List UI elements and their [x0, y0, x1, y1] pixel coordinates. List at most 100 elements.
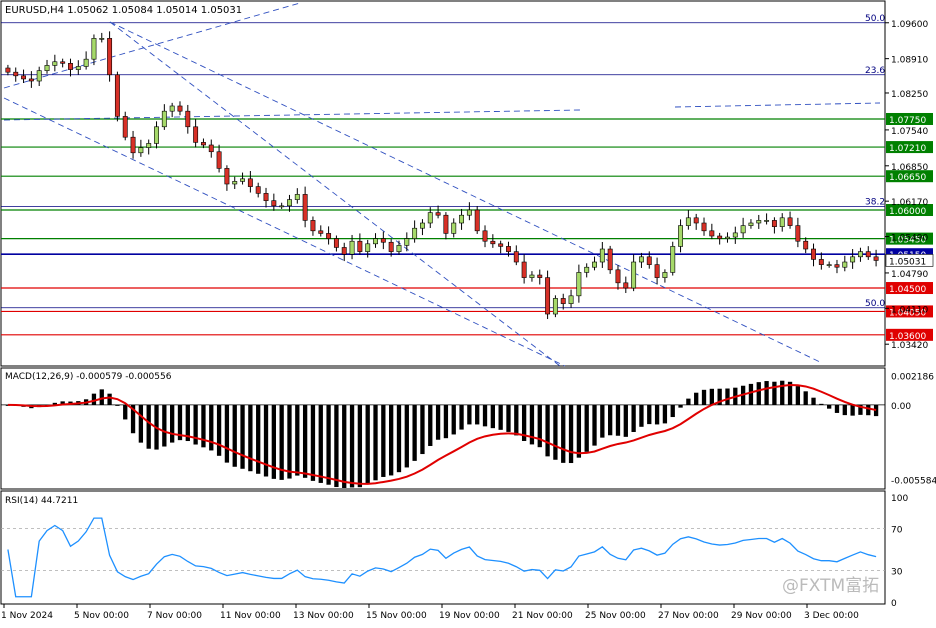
candle-body [717, 235, 723, 239]
candle-body [857, 251, 863, 258]
macd-bar [631, 404, 636, 432]
candle-body [732, 232, 738, 238]
candle [599, 241, 605, 268]
rsi-panel: 100 70 30 0 [1, 494, 908, 609]
candle [818, 252, 824, 270]
macd-bar [256, 404, 261, 474]
candle [568, 289, 574, 308]
candle [654, 257, 660, 285]
candle [216, 144, 222, 173]
fib-label: 23.6 [865, 66, 885, 76]
candle [506, 241, 511, 257]
candle [130, 130, 136, 159]
candle-body [68, 63, 73, 70]
candle [764, 213, 770, 225]
candle-body [670, 246, 676, 273]
time-tick-label: 5 Nov 00:00 [74, 611, 129, 621]
candle [146, 139, 152, 155]
candle-body [326, 233, 332, 239]
candle [310, 216, 316, 236]
level-label: 1.05450 [889, 236, 926, 246]
candle-body [130, 136, 136, 154]
candle-body [294, 194, 300, 200]
candle [114, 71, 120, 122]
candle [865, 246, 871, 260]
candle [75, 60, 81, 75]
current-price-label: 1.05031 [889, 257, 926, 267]
candle-body [701, 222, 707, 232]
candle-body [654, 264, 660, 278]
price-tick-label: 1.08910 [891, 56, 928, 66]
macd-tick-label: 0.00 [891, 402, 911, 412]
candle-body [427, 212, 433, 224]
macd-bar [373, 404, 378, 481]
macd-bar [271, 404, 276, 479]
candle [670, 241, 676, 276]
candle [678, 219, 684, 253]
candle-body [154, 126, 159, 144]
macd-signal-line [7, 384, 877, 485]
candle-body [28, 78, 34, 82]
candle [185, 104, 191, 134]
macd-bar [91, 393, 97, 405]
candle-body [631, 261, 637, 289]
macd-bar [498, 404, 503, 430]
macd-bar [592, 404, 597, 446]
price-tick-label: 1.05490 [891, 234, 928, 244]
macd-tick-label: 0.002186 [891, 373, 934, 383]
candle [826, 261, 832, 268]
candle-body [818, 259, 824, 265]
macd-bar [670, 404, 675, 418]
candle [725, 232, 730, 243]
macd-bar [162, 404, 167, 447]
macd-bar [608, 404, 613, 436]
candle [404, 232, 410, 252]
macd-bar [193, 404, 198, 445]
candle-body [568, 295, 574, 304]
level-label-box [886, 232, 933, 245]
candle-body [709, 230, 715, 237]
rsi-tick-label: 0 [891, 599, 897, 609]
candle-body [826, 264, 832, 266]
candle-body [771, 220, 777, 227]
candle [748, 219, 754, 229]
candle-body [21, 75, 27, 80]
candle-body [599, 248, 605, 263]
candle [52, 54, 58, 72]
candle [779, 213, 785, 232]
candle-body [169, 105, 175, 112]
candle-body [725, 236, 730, 239]
macd-bar [514, 404, 519, 436]
trendline [3, 97, 566, 367]
macd-bar [850, 404, 855, 416]
candle-body [185, 110, 191, 128]
candle-body [662, 272, 668, 278]
candle-body [146, 143, 152, 148]
macd-bar [576, 404, 582, 458]
macd-bar [342, 404, 347, 488]
macd-bar [866, 404, 871, 416]
candle-body [419, 222, 425, 229]
candle-body [451, 222, 457, 234]
candle [732, 226, 738, 244]
candle [795, 217, 801, 248]
candle [169, 102, 175, 118]
candle [498, 240, 504, 254]
time-tick-label: 19 Nov 00:00 [439, 611, 500, 621]
candle-body [615, 269, 621, 284]
candle-body [208, 144, 214, 153]
time-tick-label: 21 Nov 00:00 [512, 611, 573, 621]
candle-body [161, 110, 167, 128]
candle-body [318, 230, 324, 234]
candle-body [83, 58, 89, 67]
candle [482, 225, 488, 248]
macd-bar [295, 404, 300, 476]
candle-body [678, 225, 684, 247]
candle-body [349, 240, 355, 255]
candle [811, 243, 816, 267]
candle-body [333, 238, 339, 248]
level-label: 1.07210 [889, 144, 926, 154]
macd-bar [240, 404, 245, 469]
candle [787, 211, 793, 229]
time-tick-label: 1 Nov 2024 [1, 611, 53, 621]
